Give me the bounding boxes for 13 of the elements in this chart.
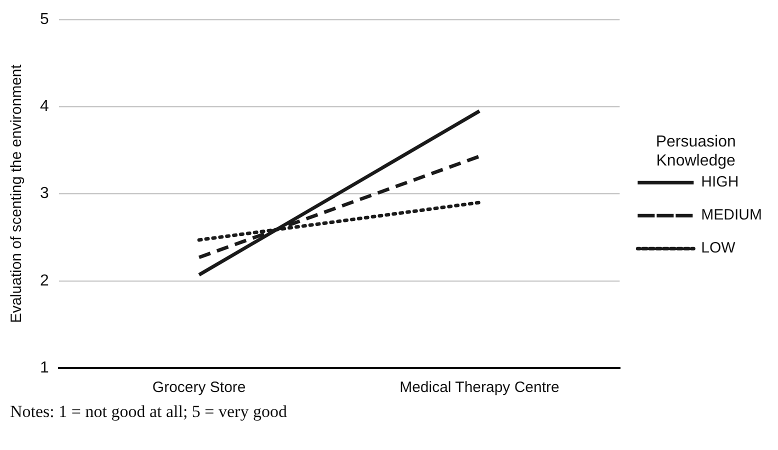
x-tick-label: Medical Therapy Centre: [400, 379, 560, 396]
legend-label: MEDIUM: [701, 206, 762, 224]
y-tick-label: 1: [40, 359, 49, 376]
x-tick-label: Grocery Store: [152, 379, 246, 396]
legend-title: Persuasion Knowledge: [656, 133, 736, 170]
text: Notes: 1 = not good at all; 5 = very good: [10, 402, 287, 422]
y-tick-label: 5: [40, 11, 49, 28]
y-tick-label: 3: [40, 185, 49, 202]
y-tick-label: 4: [40, 98, 49, 116]
y-axis-title: Evaluation of scenting the environment: [8, 64, 26, 324]
y-tick-label: 2: [40, 272, 49, 290]
legend-label: HIGH: [701, 174, 739, 191]
legend-label: LOW: [701, 240, 736, 257]
